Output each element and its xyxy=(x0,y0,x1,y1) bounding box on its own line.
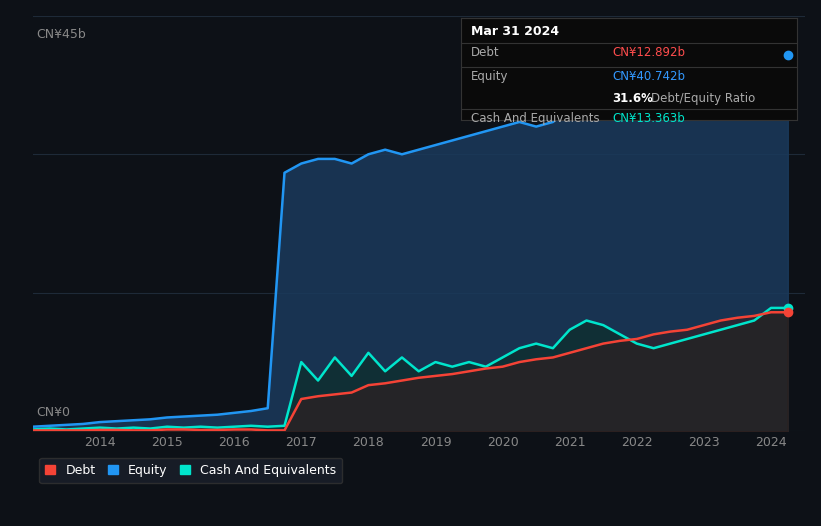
Legend: Debt, Equity, Cash And Equivalents: Debt, Equity, Cash And Equivalents xyxy=(39,458,342,483)
Text: CN¥0: CN¥0 xyxy=(37,406,71,419)
Text: CN¥45b: CN¥45b xyxy=(37,28,86,41)
